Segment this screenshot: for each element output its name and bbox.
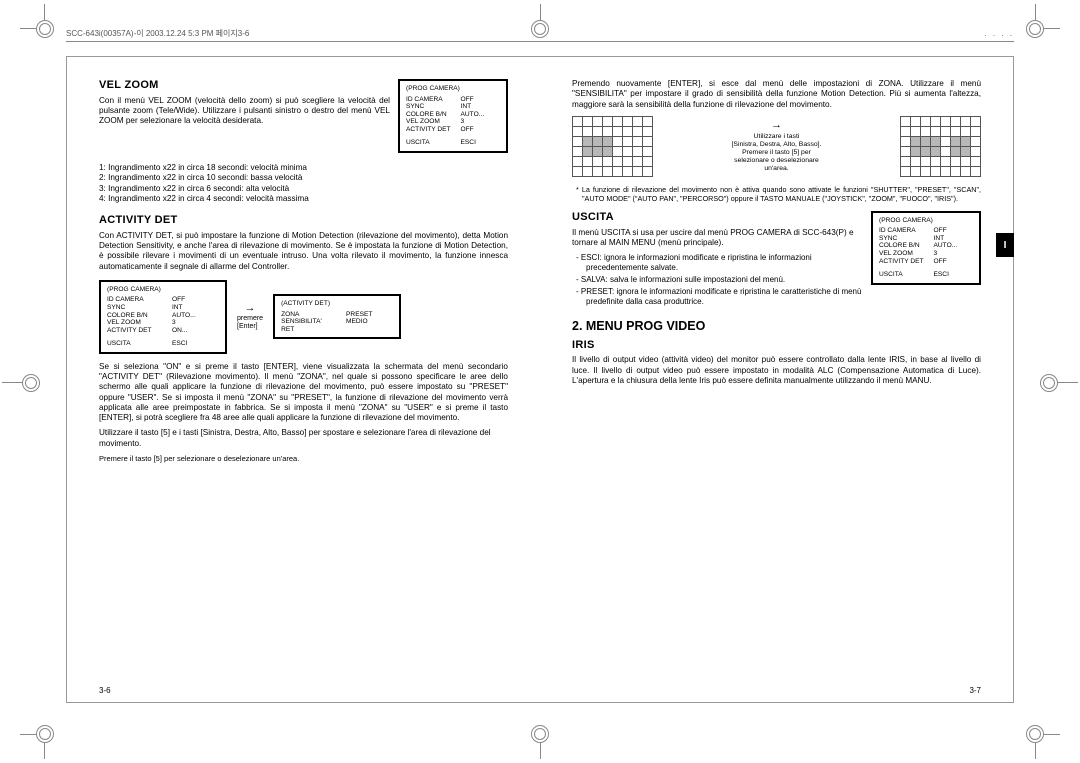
arrow-icon: → bbox=[237, 302, 263, 315]
motion-grid-left bbox=[572, 116, 653, 177]
motion-grid-pair: → Utilizzare i tasti [Sinistra, Destra, … bbox=[572, 116, 981, 177]
iris-heading: IRIS bbox=[572, 339, 981, 353]
page-number-right: 3-7 bbox=[969, 686, 981, 696]
header-dots: . . . . bbox=[984, 29, 1014, 38]
page-number-left: 3-6 bbox=[99, 686, 111, 696]
doc-header: SCC-643i(00357A)-이 2003.12.24 5:3 PM 페이지… bbox=[66, 28, 1014, 42]
activity-heading: ACTIVITY DET bbox=[99, 214, 508, 228]
activity-p4: Premere il tasto [5] per selezionare o d… bbox=[99, 454, 508, 463]
arrow-icon: → bbox=[667, 119, 886, 133]
grid-caption: Utilizzare i tasti [Sinistra, Destra, Al… bbox=[667, 133, 886, 174]
section2-heading: 2. MENU PROG VIDEO bbox=[572, 319, 981, 335]
header-filename: SCC-643i(00357A)-이 2003.12.24 5:3 PM 페이지… bbox=[66, 28, 249, 39]
uscita-sub-item: - PRESET: ignora le informazioni modific… bbox=[572, 287, 981, 307]
motion-grid-right bbox=[900, 116, 981, 177]
activity-menu-2: (ACTIVITY DET)ZONAPRESETSENSIBILITA'MEDI… bbox=[273, 294, 401, 339]
motion-footnote: * La funzione di rilevazione del movimen… bbox=[572, 185, 981, 203]
right-page: Premendo nuovamente [ENTER], si esce dal… bbox=[540, 57, 1013, 702]
activity-p3: Utilizzare il tasto [5] e i tasti [Sinis… bbox=[99, 428, 508, 449]
left-page: (PROG CAMERA)ID CAMERAOFFSYNCINTCOLORE B… bbox=[67, 57, 540, 702]
activity-menu-1: (PROG CAMERA)ID CAMERAOFFSYNCINTCOLORE B… bbox=[99, 280, 227, 354]
right-p1: Premendo nuovamente [ENTER], si esce dal… bbox=[572, 79, 981, 110]
velzoom-menu-box: (PROG CAMERA)ID CAMERAOFFSYNCINTCOLORE B… bbox=[398, 79, 508, 153]
page-frame: I (PROG CAMERA)ID CAMERAOFFSYNCINTCOLORE… bbox=[66, 56, 1014, 703]
activity-p1: Con ACTIVITY DET, si può impostare la fu… bbox=[99, 231, 508, 272]
velzoom-list: 1: Ingrandimento x22 in circa 18 secondi… bbox=[99, 163, 508, 204]
uscita-menu-box: (PROG CAMERA)ID CAMERAOFFSYNCINTCOLORE B… bbox=[871, 211, 981, 285]
activity-mid: → premere [Enter] bbox=[237, 302, 263, 332]
activity-menu-row: (PROG CAMERA)ID CAMERAOFFSYNCINTCOLORE B… bbox=[99, 280, 508, 354]
iris-p: Il livello di output video (attività vid… bbox=[572, 355, 981, 386]
activity-p2: Se si seleziona "ON" e si preme il tasto… bbox=[99, 362, 508, 424]
mid-l1: premere bbox=[237, 315, 263, 323]
mid-l2: [Enter] bbox=[237, 323, 263, 331]
